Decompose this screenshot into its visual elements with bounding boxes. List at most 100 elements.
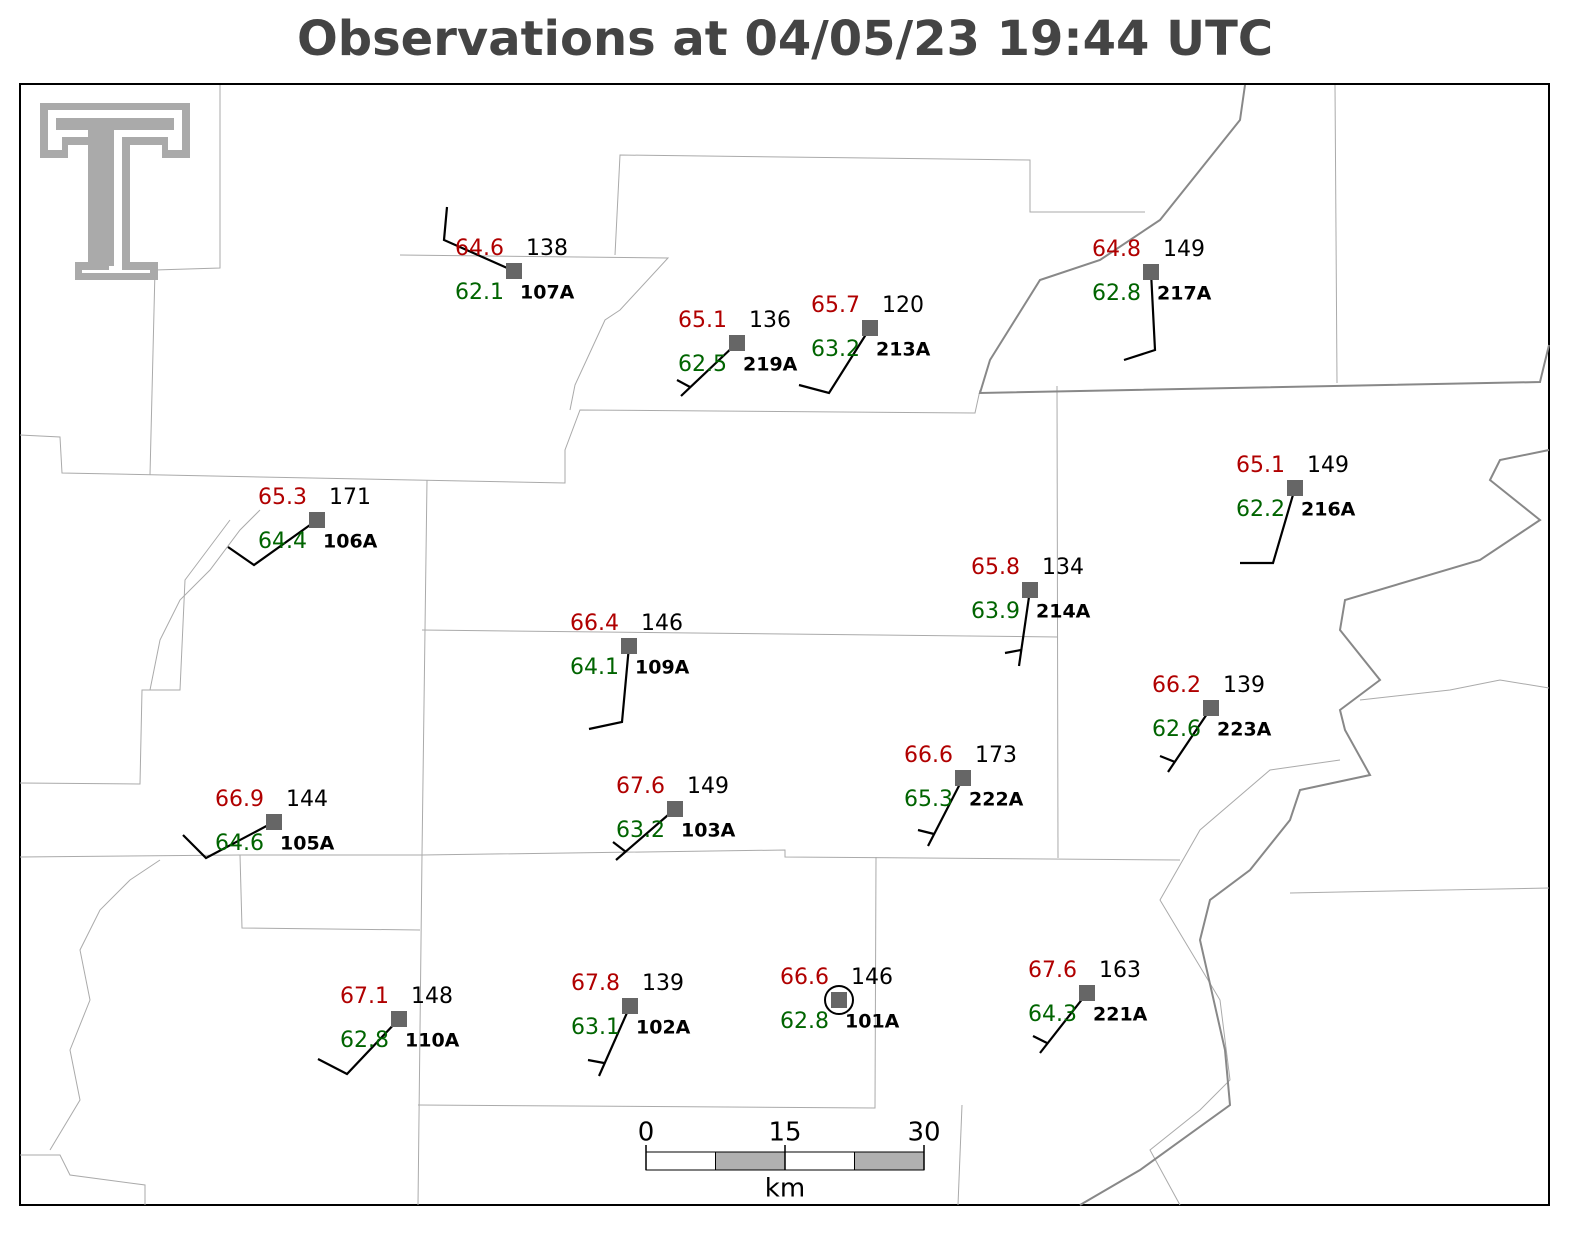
wind-barb bbox=[442, 206, 515, 273]
wind-barb bbox=[917, 828, 935, 836]
station: 66.6 146 62.8 101A bbox=[780, 965, 900, 1034]
station: 66.2 139 62.6 223A bbox=[1152, 673, 1272, 773]
temperature: 65.1 bbox=[678, 308, 727, 333]
temperature: 65.1 bbox=[1236, 453, 1285, 478]
station-marker bbox=[667, 801, 683, 817]
pressure: 149 bbox=[1307, 453, 1349, 478]
station: 66.9 144 64.6 105A bbox=[182, 787, 335, 860]
wind-barb bbox=[1240, 487, 1297, 565]
wind-barb bbox=[676, 379, 691, 388]
station-id: 213A bbox=[876, 339, 931, 361]
station-marker bbox=[621, 638, 637, 654]
scale-segment bbox=[854, 1151, 925, 1171]
station-marker bbox=[1079, 985, 1095, 1001]
title: Observations at 04/05/23 19:44 UTC bbox=[297, 11, 1273, 67]
station: 65.1 136 62.5 219A bbox=[676, 308, 798, 397]
temperature: 66.9 bbox=[215, 787, 264, 812]
temperature: 67.1 bbox=[340, 984, 389, 1009]
temperature: 66.2 bbox=[1152, 673, 1201, 698]
station: 66.6 173 65.3 222A bbox=[904, 743, 1024, 847]
temperature: 67.6 bbox=[1028, 958, 1077, 983]
dewpoint: 62.8 bbox=[340, 1028, 389, 1053]
scale-bar: km 0 15 30 bbox=[638, 1118, 941, 1204]
wind-barb bbox=[317, 1018, 400, 1076]
station: 65.3 171 64.4 106A bbox=[227, 485, 378, 567]
station: 67.8 139 63.1 102A bbox=[571, 971, 691, 1077]
pressure: 120 bbox=[882, 293, 924, 318]
dewpoint: 64.6 bbox=[215, 831, 264, 856]
station-id: 219A bbox=[743, 354, 798, 376]
station-marker bbox=[622, 998, 638, 1014]
station-id: 105A bbox=[280, 833, 335, 855]
dewpoint: 65.3 bbox=[904, 787, 953, 812]
wind-barb bbox=[587, 1058, 605, 1065]
temperature: 66.4 bbox=[570, 611, 619, 636]
logo bbox=[40, 103, 190, 280]
station-marker bbox=[1287, 480, 1303, 496]
dewpoint: 64.1 bbox=[570, 655, 619, 680]
scale-segment bbox=[784, 1151, 855, 1171]
wind-barb bbox=[1039, 992, 1088, 1054]
temperature: 65.3 bbox=[258, 485, 307, 510]
dewpoint: 62.1 bbox=[455, 280, 504, 305]
temperature: 67.6 bbox=[616, 774, 665, 799]
scale-segment bbox=[645, 1151, 716, 1171]
station-id: 222A bbox=[969, 789, 1024, 811]
wind-barb bbox=[588, 645, 631, 731]
temperature: 64.6 bbox=[455, 236, 504, 261]
pressure: 139 bbox=[642, 971, 684, 996]
temperature: 66.6 bbox=[780, 965, 829, 990]
scale-unit: km bbox=[765, 1174, 805, 1204]
temperature: 65.7 bbox=[811, 293, 860, 318]
dewpoint: 63.1 bbox=[571, 1015, 620, 1040]
pressure: 136 bbox=[749, 308, 791, 333]
station: 65.8 134 63.9 214A bbox=[971, 555, 1091, 667]
pressure: 138 bbox=[526, 236, 568, 261]
pressure: 146 bbox=[641, 611, 683, 636]
station-id: 223A bbox=[1217, 719, 1272, 741]
pressure: 149 bbox=[687, 774, 729, 799]
station: 65.1 149 62.2 216A bbox=[1236, 453, 1356, 565]
scale-tick-label: 15 bbox=[768, 1118, 801, 1148]
boundaries bbox=[19, 84, 1550, 1206]
station-marker bbox=[729, 335, 745, 351]
wind-barb bbox=[1017, 589, 1032, 667]
station-id: 221A bbox=[1093, 1004, 1148, 1026]
station-id: 102A bbox=[636, 1017, 691, 1039]
station-layer: 64.6 138 62.1 107A 65.1 136 62.5 219A 65.7 120 63.… bbox=[182, 206, 1356, 1077]
station-marker bbox=[266, 814, 282, 830]
map-frame bbox=[19, 83, 1550, 1206]
wind-barb bbox=[798, 327, 871, 395]
pressure: 146 bbox=[851, 965, 893, 990]
dewpoint: 62.2 bbox=[1236, 497, 1285, 522]
scale-tick-label: 0 bbox=[638, 1118, 655, 1148]
pressure: 171 bbox=[329, 485, 371, 510]
temperature: 66.6 bbox=[904, 743, 953, 768]
wind-barb bbox=[612, 841, 627, 853]
dewpoint: 64.4 bbox=[258, 529, 307, 554]
station: 65.7 120 63.2 213A bbox=[798, 293, 931, 395]
dewpoint: 63.2 bbox=[811, 337, 860, 362]
calm-wind bbox=[824, 985, 854, 1015]
pressure: 148 bbox=[411, 984, 453, 1009]
dewpoint: 62.8 bbox=[1092, 281, 1141, 306]
dewpoint: 62.5 bbox=[678, 352, 727, 377]
station-id: 106A bbox=[323, 531, 378, 553]
scale-segment bbox=[715, 1151, 786, 1171]
dewpoint: 64.3 bbox=[1028, 1002, 1077, 1027]
station-id: 216A bbox=[1301, 499, 1356, 521]
pressure: 173 bbox=[975, 743, 1017, 768]
dewpoint: 62.6 bbox=[1152, 717, 1201, 742]
station: 64.8 149 62.8 217A bbox=[1092, 237, 1212, 362]
station-id: 101A bbox=[845, 1011, 900, 1033]
wind-barb bbox=[1123, 271, 1157, 362]
temperature: 67.8 bbox=[571, 971, 620, 996]
station-id: 107A bbox=[520, 282, 575, 304]
dewpoint: 63.9 bbox=[971, 599, 1020, 624]
station-marker bbox=[1203, 700, 1219, 716]
station-id: 214A bbox=[1036, 601, 1091, 623]
wind-barb bbox=[182, 821, 275, 860]
station: 64.6 138 62.1 107A bbox=[442, 206, 575, 305]
station: 67.6 163 64.3 221A bbox=[1028, 958, 1148, 1054]
